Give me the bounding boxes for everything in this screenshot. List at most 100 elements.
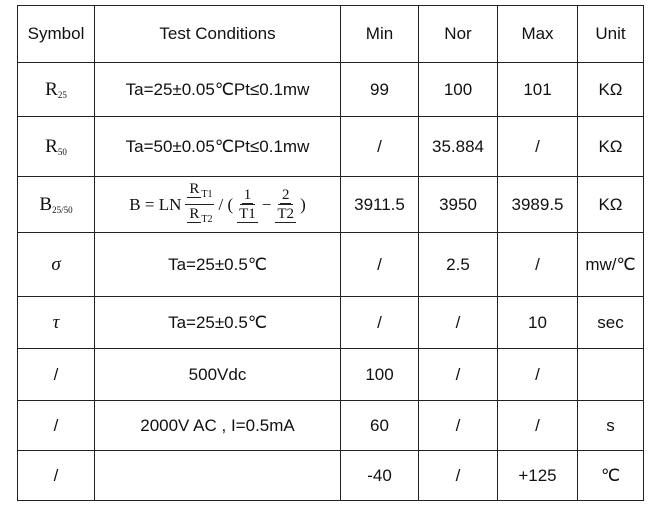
data-row: R50 Ta=50±0.05℃Pt≤0.1mw / 35.884 / KΩ <box>17 116 644 177</box>
cell-text: 2000V AC , I=0.5mA <box>140 415 295 435</box>
cell <box>94 450 341 501</box>
symbol-subscript: 25 <box>57 89 67 100</box>
fraction: 2 T2 <box>275 186 297 223</box>
cell-text: mw/℃ <box>585 254 636 274</box>
cell: / <box>340 232 419 297</box>
cell: / <box>17 450 95 501</box>
data-row: τ Ta=25±0.5℃ / / 10 sec <box>17 296 644 349</box>
cell: KΩ <box>577 116 644 177</box>
cell-text: ℃ <box>600 465 621 485</box>
cell-text: 101 <box>523 79 552 99</box>
cell: -40 <box>340 450 419 501</box>
header-text: Symbol <box>27 24 85 43</box>
cell: KΩ <box>577 176 644 233</box>
cell-text: Ta=25±0.5℃ <box>168 312 267 332</box>
cell-text: 10 <box>528 312 547 332</box>
header-cell: Unit <box>577 5 644 63</box>
formula: B = LN R T1 R T2/ (1 T1−2 T2) <box>129 180 306 229</box>
cell: mw/℃ <box>577 232 644 297</box>
cell <box>577 348 644 401</box>
cell: Ta=50±0.05℃Pt≤0.1mw <box>94 116 341 177</box>
formula-text: / ( <box>218 194 234 214</box>
formula-text: ) <box>300 194 306 214</box>
cell: B = LN R T1 R T2/ (1 T1−2 T2) <box>94 176 341 233</box>
cell: Ta=25±0.5℃ <box>94 296 341 349</box>
fraction-num: 2 <box>277 186 294 205</box>
fraction-text: T2 <box>275 206 297 223</box>
cell: 60 <box>340 400 419 451</box>
fraction-text: 2 <box>279 187 292 204</box>
cell-text: 500Vdc <box>188 364 247 384</box>
cell-text: KΩ <box>598 136 623 156</box>
cell: 3989.5 <box>497 176 578 233</box>
cell-text: s <box>606 415 615 435</box>
cell: +125 <box>497 450 578 501</box>
cell: 3950 <box>418 176 498 233</box>
header-text: Max <box>521 24 554 43</box>
fraction: 1 T1 <box>237 186 258 223</box>
subscript: T2 <box>201 214 213 225</box>
header-cell: Nor <box>418 5 498 63</box>
header-cell: Min <box>340 5 419 63</box>
symbol: τ <box>52 311 60 333</box>
cell: / <box>497 116 578 177</box>
cell: R25 <box>17 62 95 117</box>
cell: / <box>340 296 419 349</box>
cell: 3911.5 <box>340 176 419 233</box>
cell: σ <box>17 232 95 297</box>
cell: KΩ <box>577 62 644 117</box>
fraction-text: R <box>187 206 202 223</box>
subscript: T1 <box>201 189 213 200</box>
fraction-den: T2 <box>275 205 297 223</box>
cell-text: 100 <box>443 79 473 99</box>
fraction-num: R T1 <box>185 180 215 205</box>
cell-text: / <box>455 364 461 384</box>
fraction-text: T1 <box>237 206 258 223</box>
cell-text: / <box>535 136 540 156</box>
cell: 101 <box>497 62 578 117</box>
cell-text: / <box>377 136 382 156</box>
cell-text: / <box>455 465 461 485</box>
cell: / <box>497 400 578 451</box>
cell: / <box>497 348 578 401</box>
cell: / <box>418 348 498 401</box>
cell-text: 100 <box>365 364 394 384</box>
fraction: R T1 R T2 <box>185 180 215 229</box>
header-cell: Symbol <box>17 5 95 63</box>
cell: 35.884 <box>418 116 498 177</box>
cell-text: / <box>53 415 59 435</box>
cell-text: / <box>535 415 540 435</box>
cell-text: 35.884 <box>432 136 484 156</box>
fraction-den: R T2 <box>187 205 212 229</box>
cell: / <box>418 450 498 501</box>
cell-text: 3911.5 <box>354 194 405 214</box>
cell: / <box>17 400 95 451</box>
cell-text: 3989.5 <box>511 194 564 214</box>
symbol: B <box>39 193 53 215</box>
cell-text: / <box>53 364 59 384</box>
cell: 100 <box>340 348 419 401</box>
cell-text: +125 <box>518 465 557 485</box>
header-text: Unit <box>595 24 626 43</box>
symbol-subscript: 25/50 <box>52 204 73 215</box>
symbol: σ <box>51 253 61 275</box>
cell-text: / <box>53 465 59 485</box>
data-row: R25 Ta=25±0.05℃Pt≤0.1mw 99 100 101 KΩ <box>17 62 644 117</box>
data-row: B25/50 B = LN R T1 R T2/ (1 T1−2 T2) 3911.5 3950 3… <box>17 176 644 233</box>
data-row: σ Ta=25±0.5℃ / 2.5 / mw/℃ <box>17 232 644 297</box>
cell: 500Vdc <box>94 348 341 401</box>
cell: / <box>17 348 95 401</box>
cell: τ <box>17 296 95 349</box>
cell-text: KΩ <box>598 79 623 99</box>
cell: B25/50 <box>17 176 95 233</box>
cell: 100 <box>418 62 498 117</box>
symbol: R <box>45 78 58 100</box>
header-row: Symbol Test Conditions Min Nor Max Unit <box>17 5 644 63</box>
fraction-num: 1 <box>239 186 256 205</box>
header-text: Min <box>365 24 394 43</box>
cell: Ta=25±0.5℃ <box>94 232 341 297</box>
data-row: / -40 / +125 ℃ <box>17 450 644 501</box>
cell: / <box>418 400 498 451</box>
cell: / <box>497 232 578 297</box>
fraction-text: R <box>187 181 202 198</box>
